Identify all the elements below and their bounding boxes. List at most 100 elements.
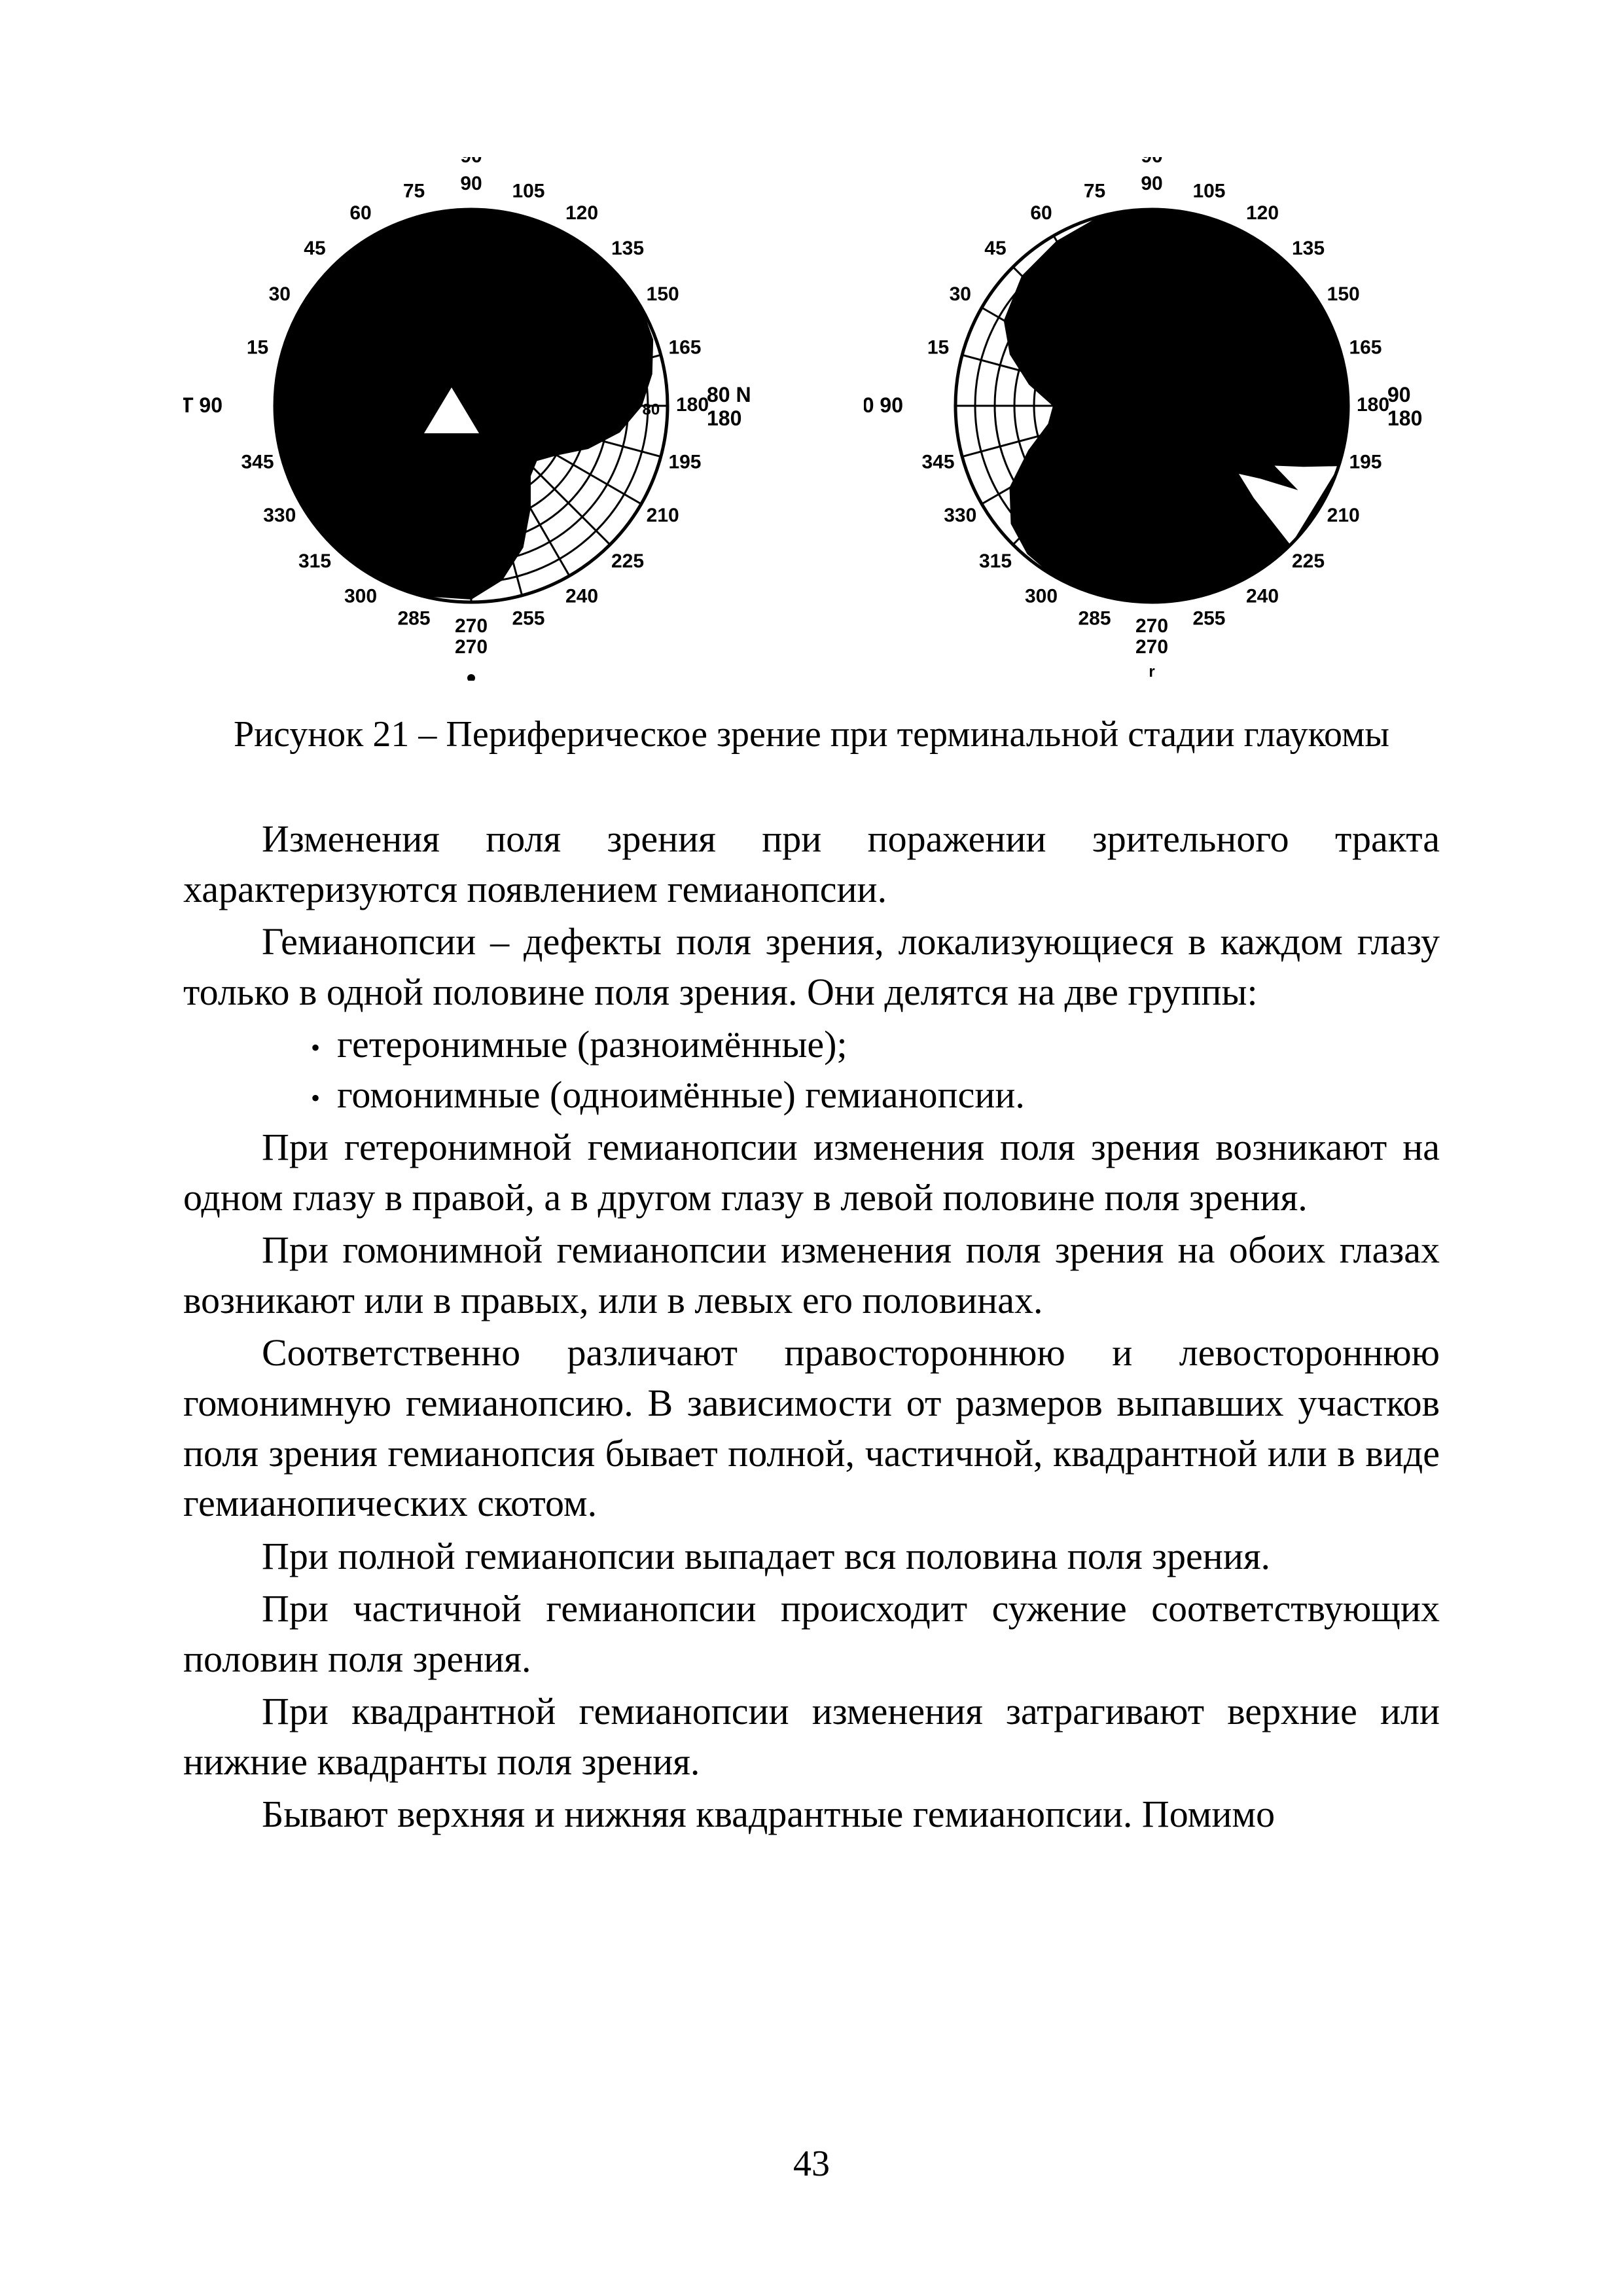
- svg-text:225: 225: [1292, 550, 1325, 572]
- paragraph: При частичной гемианопсии происходит суж…: [183, 1584, 1440, 1684]
- svg-text:90: 90: [1130, 211, 1148, 228]
- perimetry-chart-left: 90 75 60 45 30 15 345 330 315 300 285 270 255 240 225 2…: [183, 157, 759, 681]
- svg-text:80 N: 80 N: [707, 383, 751, 406]
- svg-text:50: 50: [1136, 289, 1154, 306]
- svg-text:90: 90: [475, 573, 493, 591]
- svg-text:135: 135: [611, 238, 644, 259]
- svg-text:60: 60: [1135, 269, 1152, 287]
- paragraph: При гетеронимной гемианопсии изменения п…: [183, 1122, 1440, 1223]
- svg-text:315: 315: [298, 550, 331, 572]
- svg-text:80: 80: [1154, 554, 1172, 571]
- svg-text:210: 210: [647, 505, 679, 526]
- svg-text:120: 120: [1246, 202, 1279, 224]
- svg-text:60: 60: [1030, 202, 1052, 224]
- perimetry-chart-right: 90 75 60 45 30 15 345 330 315 300 285 270 255 240 225 2…: [864, 157, 1440, 681]
- svg-text:80: 80: [451, 230, 469, 248]
- svg-text:90: 90: [1387, 383, 1411, 406]
- figure-row: 90 75 60 45 30 15 345 330 315 300 285 270 255 240 225 2…: [183, 157, 1440, 681]
- svg-text:60: 60: [349, 202, 371, 224]
- svg-text:345: 345: [921, 451, 954, 473]
- svg-text:60: 60: [454, 269, 472, 287]
- svg-text:345: 345: [241, 451, 274, 473]
- svg-text:90: 90: [450, 211, 467, 228]
- svg-text:50: 50: [470, 495, 488, 513]
- svg-text:70: 70: [622, 386, 640, 404]
- list-item: гетеронимные (разноимённые);: [337, 1020, 1440, 1070]
- paragraph: Соответственно различают правостороннюю …: [183, 1328, 1440, 1528]
- svg-text:105: 105: [1192, 180, 1225, 202]
- svg-text:270: 270: [455, 636, 488, 658]
- svg-text:135: 135: [1292, 238, 1325, 259]
- svg-text:T 90: T 90: [183, 393, 223, 417]
- figure-caption: Рисунок 21 – Периферическое зрение при т…: [183, 713, 1440, 755]
- svg-text:330: 330: [263, 505, 296, 526]
- svg-text:165: 165: [668, 336, 701, 358]
- svg-text:75: 75: [403, 180, 425, 202]
- svg-text:45: 45: [304, 238, 325, 259]
- paragraph: При гомонимной гемианопсии изменения пол…: [183, 1225, 1440, 1325]
- svg-text:30: 30: [950, 283, 971, 305]
- svg-text:165: 165: [1349, 336, 1382, 358]
- svg-text:180: 180: [707, 406, 741, 430]
- page-number: 43: [0, 2143, 1623, 2185]
- body-text: Изменения поля зрения при поражении зрит…: [183, 814, 1440, 1840]
- svg-text:70: 70: [1303, 386, 1321, 404]
- svg-text:150: 150: [1327, 283, 1360, 305]
- paragraph: Изменения поля зрения при поражении зрит…: [183, 814, 1440, 914]
- page: 90 75 60 45 30 15 345 330 315 300 285 270 255 240 225 2…: [0, 0, 1623, 2296]
- svg-text:80: 80: [1323, 401, 1340, 419]
- svg-text:255: 255: [512, 607, 544, 629]
- svg-text:0 90: 0 90: [864, 393, 903, 417]
- svg-text:15: 15: [927, 336, 949, 358]
- svg-text:90: 90: [1141, 173, 1162, 194]
- svg-text:75: 75: [1084, 180, 1105, 202]
- svg-text:90: 90: [1141, 157, 1162, 167]
- svg-text:105: 105: [512, 180, 544, 202]
- svg-text:285: 285: [397, 607, 430, 629]
- svg-text:50: 50: [1150, 495, 1168, 513]
- svg-text:240: 240: [565, 586, 598, 607]
- bullet-list: гетеронимные (разноимённые); гомонимные …: [183, 1020, 1440, 1120]
- paragraph: При квадрантной гемианопсии изменения за…: [183, 1687, 1440, 1787]
- svg-text:45: 45: [984, 238, 1006, 259]
- svg-text:285: 285: [1078, 607, 1111, 629]
- svg-text:90: 90: [460, 157, 482, 167]
- svg-text:330: 330: [944, 505, 976, 526]
- svg-text:240: 240: [1246, 586, 1279, 607]
- svg-text:30: 30: [269, 283, 291, 305]
- svg-text:50: 50: [455, 289, 473, 306]
- svg-text:270: 270: [1135, 615, 1168, 637]
- svg-text:70: 70: [452, 250, 470, 268]
- svg-text:60: 60: [471, 515, 489, 533]
- svg-text:60: 60: [1152, 515, 1169, 533]
- svg-text:150: 150: [647, 283, 679, 305]
- svg-text:70: 70: [1153, 534, 1171, 552]
- paragraph: Гемианопсии – дефекты поля зрения, локал…: [183, 917, 1440, 1017]
- svg-text:300: 300: [344, 586, 377, 607]
- svg-text:270: 270: [455, 615, 488, 637]
- svg-text:15: 15: [247, 336, 268, 358]
- svg-text:70: 70: [1133, 250, 1150, 268]
- svg-text:80: 80: [642, 401, 660, 419]
- svg-text:120: 120: [565, 202, 598, 224]
- svg-text:195: 195: [1349, 451, 1382, 473]
- paragraph: При полной гемианопсии выпадает вся поло…: [183, 1532, 1440, 1582]
- paragraph: Бывают верхняя и нижняя квадрантные геми…: [183, 1789, 1440, 1840]
- svg-text:315: 315: [979, 550, 1012, 572]
- svg-text:270: 270: [1135, 636, 1168, 658]
- svg-text:225: 225: [611, 550, 644, 572]
- list-item: гомонимные (одноимённые) гемианопсии.: [337, 1070, 1440, 1121]
- svg-text:180: 180: [1387, 406, 1422, 430]
- svg-text:180: 180: [1357, 394, 1389, 416]
- svg-text:255: 255: [1192, 607, 1225, 629]
- svg-text:300: 300: [1025, 586, 1058, 607]
- svg-text:90: 90: [460, 173, 482, 194]
- svg-text:r: r: [1149, 663, 1154, 681]
- svg-text:70: 70: [473, 534, 490, 552]
- svg-text:180: 180: [676, 394, 709, 416]
- svg-text:195: 195: [668, 451, 701, 473]
- svg-text:90: 90: [1156, 573, 1173, 591]
- svg-text:210: 210: [1327, 505, 1360, 526]
- svg-text:80: 80: [1132, 230, 1149, 248]
- svg-text:80: 80: [474, 554, 491, 571]
